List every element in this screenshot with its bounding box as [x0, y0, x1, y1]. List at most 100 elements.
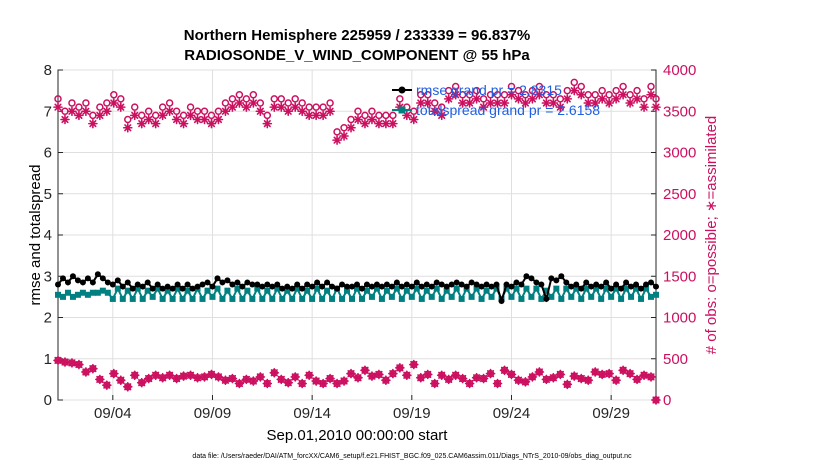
totalspread-point: [184, 287, 191, 294]
obs-possible-point: [444, 86, 453, 95]
totalspread-point: [339, 295, 346, 302]
obs-assimilated-point: [95, 110, 105, 121]
rmse-point: [109, 281, 116, 288]
totalspread-point: [393, 285, 400, 292]
totalspread-point: [358, 295, 365, 302]
obs-assimilated-point: [109, 98, 119, 108]
rmse-point: [234, 279, 241, 286]
rmse-point: [493, 281, 500, 288]
rmse-point: [563, 279, 570, 286]
totalspread-point: [468, 293, 475, 300]
obs-low-assimilated-point: [60, 357, 70, 367]
obs-possible-point: [75, 103, 83, 111]
rmse-point: [194, 283, 201, 290]
rmse-point: [89, 279, 96, 286]
obs-assimilated-point: [485, 98, 496, 108]
obs-low-assimilated-point: [81, 367, 91, 377]
obs-low-assimilated-point: [395, 363, 405, 373]
rmse-point: [438, 281, 445, 288]
rmse-point: [244, 279, 251, 286]
rmse-point: [99, 275, 106, 282]
rmse-point: [588, 283, 595, 290]
obs-low-assimilated-point: [234, 378, 245, 389]
obs-possible-point: [165, 99, 174, 107]
obs-low-assimilated-point: [255, 372, 266, 382]
obs-low-assimilated-point: [360, 365, 370, 376]
obs-assimilated-point: [646, 89, 656, 100]
totalspread-point: [558, 295, 565, 302]
obs-assimilated-point: [576, 89, 587, 100]
rmse-point: [84, 275, 91, 282]
obs-possible-point: [472, 86, 481, 95]
rmse-point: [523, 273, 530, 280]
totalspread-point: [264, 287, 271, 294]
totalspread-point: [159, 295, 166, 302]
totalspread-point: [164, 287, 171, 294]
obs-assimilated-point: [178, 118, 189, 129]
rmse-point: [583, 279, 590, 286]
obs-low-assimilated-point: [402, 370, 412, 381]
obs-possible-point: [270, 95, 279, 103]
obs-assimilated-point: [346, 122, 356, 133]
totalspread-point: [443, 287, 450, 294]
totalspread-point: [528, 293, 535, 300]
obs-possible-point: [640, 95, 648, 103]
rmse-point: [129, 285, 136, 292]
x-tick-label: 09/24: [493, 405, 531, 422]
obs-low-assimilated-point: [269, 367, 280, 378]
obs-possible-point: [277, 95, 286, 103]
obs-possible-point: [186, 103, 195, 111]
totalspread-point: [299, 295, 306, 302]
obs-low-assimilated-point: [178, 371, 189, 381]
y-tick-label-left: 2: [44, 310, 52, 327]
y-tick-label-left: 5: [44, 186, 52, 203]
obs-possible-point: [361, 111, 369, 120]
obs-low-assimilated-point: [562, 379, 573, 390]
totalspread-point: [643, 285, 650, 292]
obs-possible-point: [528, 86, 537, 95]
rmse-point: [104, 279, 111, 286]
rmse-point: [443, 283, 450, 290]
totalspread-point: [653, 291, 659, 298]
obs-low-assimilated-point: [651, 395, 661, 405]
rmse-point: [518, 281, 525, 288]
obs-assimilated-point: [129, 110, 140, 121]
obs-possible-point: [479, 95, 488, 103]
obs-low-assimilated-point: [583, 375, 594, 386]
obs-low-assimilated-point: [367, 371, 377, 381]
totalspread-point: [154, 285, 161, 292]
obs-low-assimilated-point: [283, 377, 294, 388]
obs-low-assimilated-point: [88, 363, 98, 374]
totalspread-point: [209, 293, 216, 300]
totalspread-point: [623, 285, 630, 292]
rmse-point: [403, 281, 410, 288]
rmse-point: [94, 271, 101, 278]
totalspread-point: [239, 295, 246, 302]
totalspread-point: [563, 285, 570, 292]
totalspread-point: [349, 295, 356, 302]
rmse-point: [398, 283, 405, 290]
rmse-point: [329, 283, 336, 290]
totalspread-point: [79, 289, 86, 296]
rmse-point: [124, 279, 131, 286]
obs-low-assimilated-point: [220, 375, 231, 386]
rmse-point: [373, 281, 380, 288]
obs-possible-point: [424, 91, 432, 99]
obs-possible-point: [144, 107, 153, 115]
rmse-point: [279, 285, 286, 292]
obs-low-assimilated-point: [590, 367, 601, 377]
obs-low-assimilated-point: [457, 373, 468, 384]
obs-assimilated-point: [499, 98, 510, 108]
rmse-point: [159, 285, 166, 292]
rmse-point: [199, 281, 206, 288]
y-tick-label-right: 3000: [663, 145, 696, 162]
totalspread-point: [279, 295, 286, 302]
obs-low-assimilated-point: [192, 372, 203, 383]
obs-low-assimilated-point: [353, 372, 363, 383]
obs-low-assimilated-point: [67, 358, 77, 368]
obs-low-assimilated-point: [213, 372, 224, 382]
rmse-point: [618, 285, 625, 292]
totalspread-point: [363, 287, 370, 294]
totalspread-point: [179, 295, 186, 302]
rmse-point: [204, 279, 211, 286]
